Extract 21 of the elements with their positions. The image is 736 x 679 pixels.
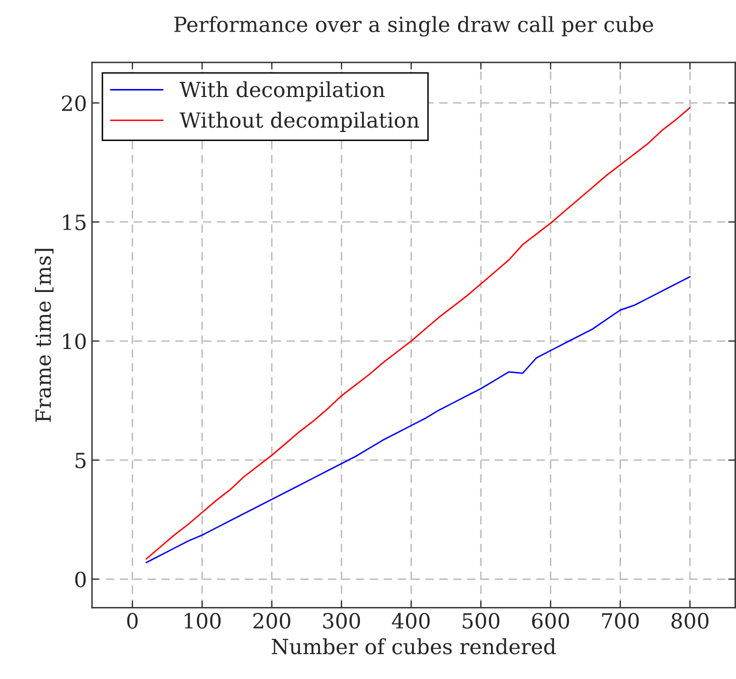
x-axis-title: Number of cubes rendered: [272, 638, 556, 654]
line-series: [146, 107, 691, 560]
x-tick-label: 100: [184, 612, 221, 629]
x-tick-label: 500: [462, 612, 500, 629]
x-tick-label: 200: [253, 612, 290, 629]
y-tick-label: 10: [63, 333, 86, 350]
x-tick-label: 0: [127, 612, 138, 629]
x-tick-label: 700: [602, 612, 639, 629]
line-series: [146, 276, 691, 564]
x-tick-label: 800: [671, 612, 708, 629]
x-tick-label: 600: [532, 612, 570, 629]
y-tick-label: 15: [63, 214, 86, 230]
legend-label: Without decompilation: [180, 112, 420, 132]
x-tick-label: 400: [392, 612, 430, 629]
legend-label: With decompilation: [180, 81, 385, 102]
y-tick-label: 20: [62, 95, 86, 112]
chart-title: Performance over a single draw call per cube: [174, 16, 654, 37]
y-tick-label: 5: [76, 452, 86, 468]
y-tick-label: 0: [75, 572, 86, 588]
x-tick-label: 300: [323, 612, 360, 629]
y-axis-title: Frame time [ms]: [34, 248, 54, 422]
